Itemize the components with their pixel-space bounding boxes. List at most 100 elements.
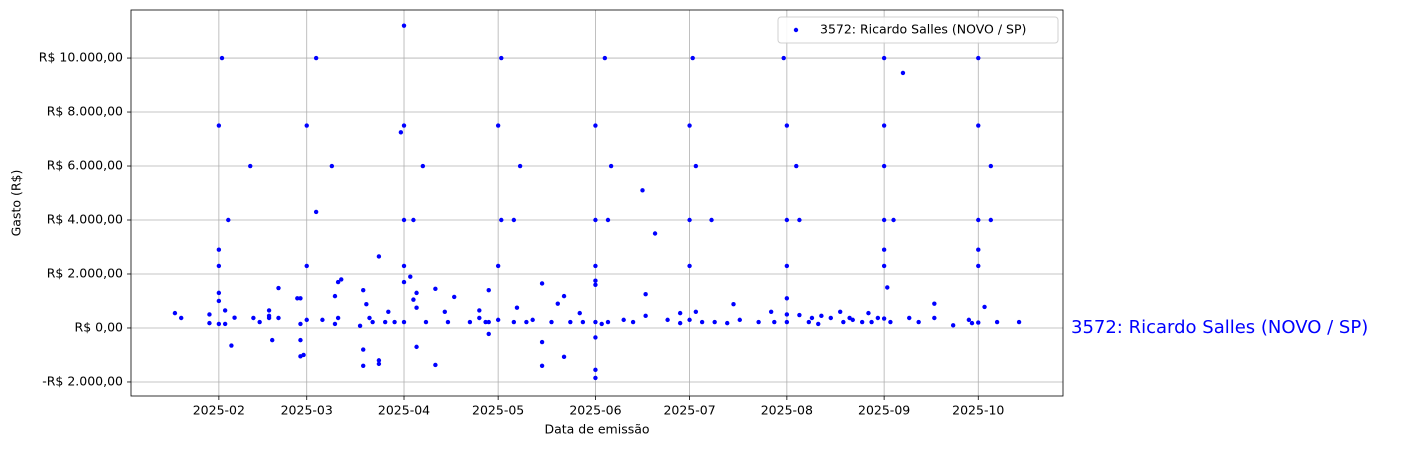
point	[499, 55, 504, 61]
point	[561, 354, 567, 360]
point	[361, 287, 366, 293]
point	[514, 305, 520, 310]
point	[643, 313, 648, 319]
point	[687, 217, 692, 223]
point	[784, 312, 790, 317]
point	[408, 274, 413, 279]
point	[304, 317, 309, 323]
point	[994, 319, 1000, 325]
point	[690, 55, 695, 61]
point	[837, 309, 843, 314]
point	[361, 347, 366, 352]
point	[806, 319, 812, 325]
point	[335, 315, 341, 321]
point	[976, 247, 981, 252]
point	[401, 123, 407, 128]
point	[768, 309, 774, 314]
point	[414, 305, 419, 310]
point	[784, 217, 790, 223]
point	[332, 321, 338, 327]
point	[511, 319, 517, 325]
point	[907, 315, 912, 321]
point	[602, 55, 608, 61]
point	[339, 277, 344, 282]
point	[495, 123, 501, 128]
point	[329, 163, 335, 169]
point	[605, 319, 611, 325]
point	[370, 319, 375, 325]
point	[966, 317, 972, 323]
x-tick-label: 2025-04	[378, 403, 430, 418]
point	[420, 163, 426, 169]
point	[699, 319, 705, 325]
point	[364, 302, 369, 307]
point	[640, 188, 645, 193]
point	[797, 217, 802, 223]
point	[495, 263, 501, 269]
point	[693, 163, 699, 169]
point	[486, 287, 491, 293]
point	[665, 317, 670, 323]
x-tick-label: 2025-09	[858, 403, 910, 418]
point	[881, 123, 887, 128]
point	[1016, 319, 1022, 325]
point	[445, 319, 451, 325]
point	[693, 309, 699, 314]
point	[414, 344, 419, 350]
y-tick-label: R$ 0,00	[75, 319, 123, 334]
point	[577, 310, 582, 316]
point	[320, 317, 325, 323]
y-tick-label: R$ 4.000,00	[47, 212, 123, 227]
point	[442, 309, 448, 314]
point	[313, 209, 319, 215]
x-tick-label: 2025-10	[952, 403, 1004, 418]
point	[266, 308, 272, 313]
point	[486, 319, 491, 325]
legend-box	[777, 16, 1059, 44]
y-axis-label: Gasto (R$)	[9, 170, 24, 237]
point	[207, 312, 212, 317]
point	[216, 123, 222, 128]
point	[401, 217, 407, 223]
point	[881, 217, 887, 223]
point	[539, 339, 545, 345]
point	[794, 163, 799, 169]
point	[772, 319, 777, 325]
point	[976, 263, 981, 269]
y-tick-label: R$ 8.000,00	[47, 104, 123, 119]
point	[976, 123, 981, 128]
point	[433, 286, 438, 292]
point	[549, 319, 554, 325]
point	[630, 319, 636, 325]
point	[248, 163, 253, 169]
point	[712, 319, 717, 325]
point	[222, 308, 228, 313]
point	[401, 263, 407, 269]
legend-label: 3572: Ricardo Salles (NOVO / SP)	[820, 22, 1026, 37]
point	[916, 319, 921, 325]
point	[226, 217, 231, 223]
point	[932, 315, 937, 321]
point	[885, 285, 890, 290]
x-axis-label: Data de emissão	[544, 422, 649, 437]
point	[828, 315, 833, 321]
point	[593, 123, 598, 128]
point	[859, 319, 865, 325]
point	[216, 247, 222, 252]
point	[295, 296, 300, 301]
point	[881, 263, 887, 269]
point	[229, 343, 234, 348]
point	[495, 317, 501, 323]
point	[524, 319, 529, 325]
point	[477, 308, 482, 313]
plot-frame	[130, 9, 1064, 397]
point	[599, 321, 604, 327]
point	[433, 362, 438, 368]
point	[593, 319, 598, 325]
point	[313, 55, 319, 61]
point	[875, 315, 881, 321]
point	[257, 319, 262, 325]
point	[784, 319, 790, 325]
point	[401, 319, 407, 325]
point	[401, 279, 407, 285]
